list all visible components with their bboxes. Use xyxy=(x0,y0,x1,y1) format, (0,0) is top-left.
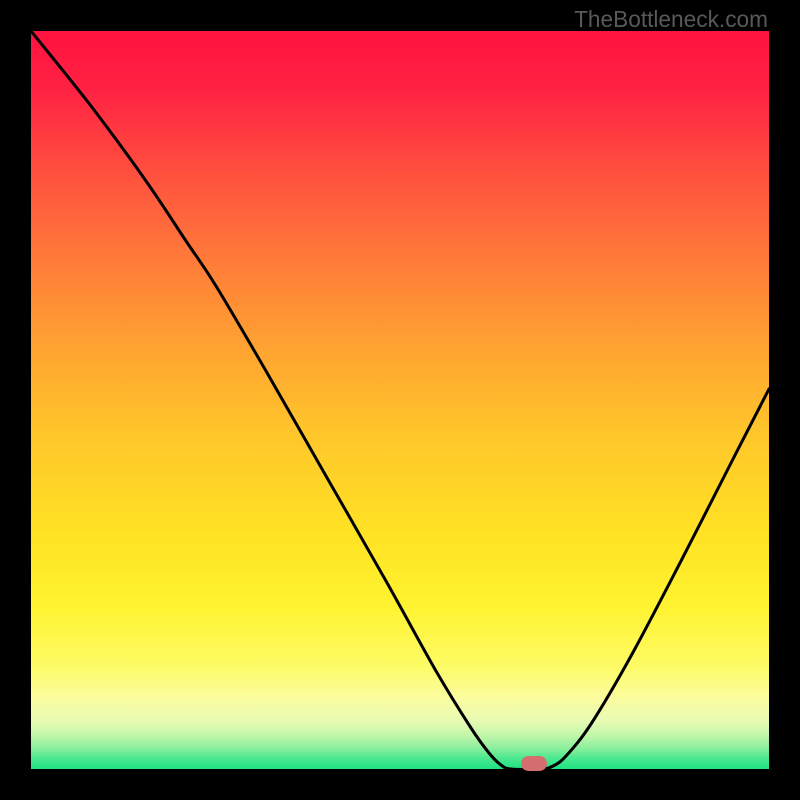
optimum-marker xyxy=(521,756,547,771)
watermark-text: TheBottleneck.com xyxy=(574,6,768,33)
bottleneck-curve xyxy=(31,31,769,769)
chart-frame: TheBottleneck.com xyxy=(0,0,800,800)
plot-area xyxy=(31,31,769,769)
